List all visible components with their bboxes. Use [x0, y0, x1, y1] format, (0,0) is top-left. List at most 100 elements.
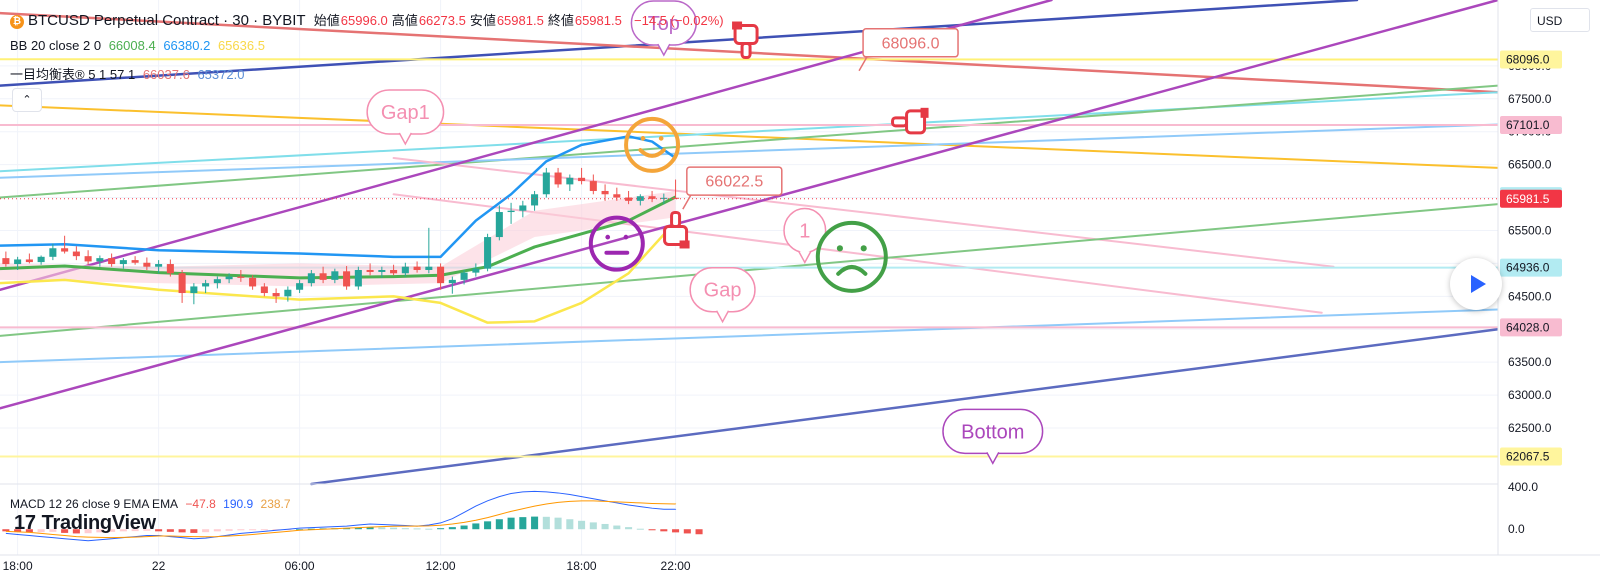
candle-body — [519, 205, 527, 211]
candle — [460, 269, 468, 285]
candle — [225, 273, 233, 284]
candle — [284, 286, 292, 302]
macd-histogram-bar — [84, 529, 92, 534]
price-axis-bg — [1498, 0, 1600, 555]
price-label-tag: 62067.5 — [1500, 447, 1562, 466]
macd-signal-value: 238.7 — [260, 497, 291, 511]
candle-body — [131, 260, 139, 263]
symbol-legend[interactable]: ₿ BTCUSD Perpetual Contract · 30 · BYBIT … — [10, 10, 728, 29]
price-axis[interactable]: 62500.063000.063500.064000.064500.065000… — [1497, 0, 1600, 555]
cloud-area — [0, 190, 676, 287]
candle-body — [25, 259, 33, 263]
candle — [260, 283, 268, 297]
currency-selector[interactable]: USD — [1530, 8, 1590, 32]
candle — [49, 243, 57, 261]
price-label-text: 68096.0 — [1506, 53, 1550, 67]
emoji-face — [588, 215, 645, 272]
candle — [307, 269, 315, 287]
time-axis[interactable]: 18:00 22 06:00 12:00 18:00 22:00 — [0, 554, 1600, 573]
ohlc-value: 65981.5 — [574, 13, 622, 28]
price-label-tag: 64028.0 — [1500, 318, 1562, 337]
price-label-tag: 68096.0 — [1500, 50, 1562, 69]
callout-tail — [798, 251, 812, 265]
candle-body — [613, 194, 621, 198]
macd-histogram-bar — [213, 529, 221, 532]
bb-legend-name: BB 20 close 2 0 — [10, 38, 102, 53]
candle — [2, 251, 10, 267]
collapse-legend-button[interactable]: ⌃ — [12, 88, 42, 112]
candle — [378, 266, 386, 278]
macd-histogram-bar — [613, 525, 621, 530]
tradingview-logo-text: TradingView — [41, 512, 156, 534]
emoji-eye — [836, 245, 843, 252]
candle-body — [672, 197, 680, 199]
candle — [108, 253, 116, 267]
candle-body — [72, 251, 80, 257]
candle — [14, 256, 22, 270]
candle — [507, 202, 515, 224]
candle-body — [507, 210, 515, 213]
annotation-text: Top — [648, 13, 680, 35]
macd-histogram-bar — [495, 519, 503, 530]
candle — [343, 266, 351, 290]
candle — [155, 260, 163, 274]
candle — [672, 179, 680, 199]
candle — [554, 167, 562, 188]
candle — [166, 259, 174, 277]
ichimoku-legend[interactable]: 一目均衡表® 5 1 57 1 66037.6 65372.0 — [10, 64, 248, 83]
macd-histogram-bar — [61, 529, 69, 533]
macd-histogram-bar — [178, 529, 186, 533]
candle — [25, 253, 33, 264]
ohlc-values: 始値65996.0 高値66273.5 安値65981.5 終値65981.5 — [314, 13, 626, 28]
macd-legend[interactable]: MACD 12 26 close 9 EMA EMA −47.8 190.9 2… — [10, 497, 295, 511]
price-tick-label: 65500.0 — [1508, 223, 1552, 237]
candle — [437, 263, 445, 290]
candle — [413, 261, 421, 273]
ohlc-value: 66273.5 — [418, 13, 466, 28]
emoji-eye — [860, 245, 867, 252]
candle — [202, 279, 210, 294]
macd-histogram-bar — [695, 529, 703, 535]
note-pointer — [682, 194, 692, 210]
bb-legend[interactable]: BB 20 close 2 0 66008.4 66380.2 65636.5 — [10, 38, 269, 53]
macd-histogram-bar — [296, 529, 304, 531]
scroll-to-realtime-button[interactable] — [1450, 258, 1502, 310]
price-label-bg — [1500, 189, 1562, 208]
price-tick-label: 64500.0 — [1508, 289, 1552, 303]
macd-histogram-bar — [625, 527, 633, 530]
candle — [354, 266, 362, 290]
emoji-face — [624, 116, 681, 173]
candle-body — [578, 177, 586, 182]
symbol-title[interactable]: BTCUSD Perpetual Contract · 30 · BYBIT — [28, 12, 306, 29]
candle-body — [542, 172, 550, 195]
price-label-bg — [1500, 318, 1562, 337]
candle — [519, 200, 527, 218]
annotation-text: 68096.0 — [882, 35, 940, 52]
emoji-eye — [605, 234, 611, 240]
macd-signal-line — [5, 500, 677, 539]
candle-body — [14, 259, 22, 265]
macd-histogram-bar — [636, 528, 644, 530]
candle — [566, 174, 574, 191]
candle — [37, 255, 45, 265]
emoji-eye — [640, 136, 646, 141]
trend-line — [0, 0, 1500, 410]
macd-histogram-bar — [366, 527, 374, 530]
candle-body — [319, 273, 327, 280]
macd-histogram-bar — [672, 529, 680, 533]
candle — [296, 279, 304, 294]
price-label-text: 62067.5 — [1506, 450, 1550, 464]
candle-body — [166, 264, 174, 274]
price-tick-label: 63500.0 — [1508, 355, 1552, 369]
candle — [237, 269, 245, 282]
macd-tick-label: 400.0 — [1508, 480, 1538, 494]
candle-body — [648, 196, 656, 199]
candle-body — [260, 286, 268, 294]
ichimoku-cloud — [0, 190, 676, 287]
candle — [143, 257, 151, 270]
candle — [131, 256, 139, 265]
annotation-text: Bottom — [961, 421, 1024, 443]
macd-histogram-bar — [531, 516, 539, 530]
tradingview-logo[interactable]: 17 TradingView — [14, 512, 156, 535]
